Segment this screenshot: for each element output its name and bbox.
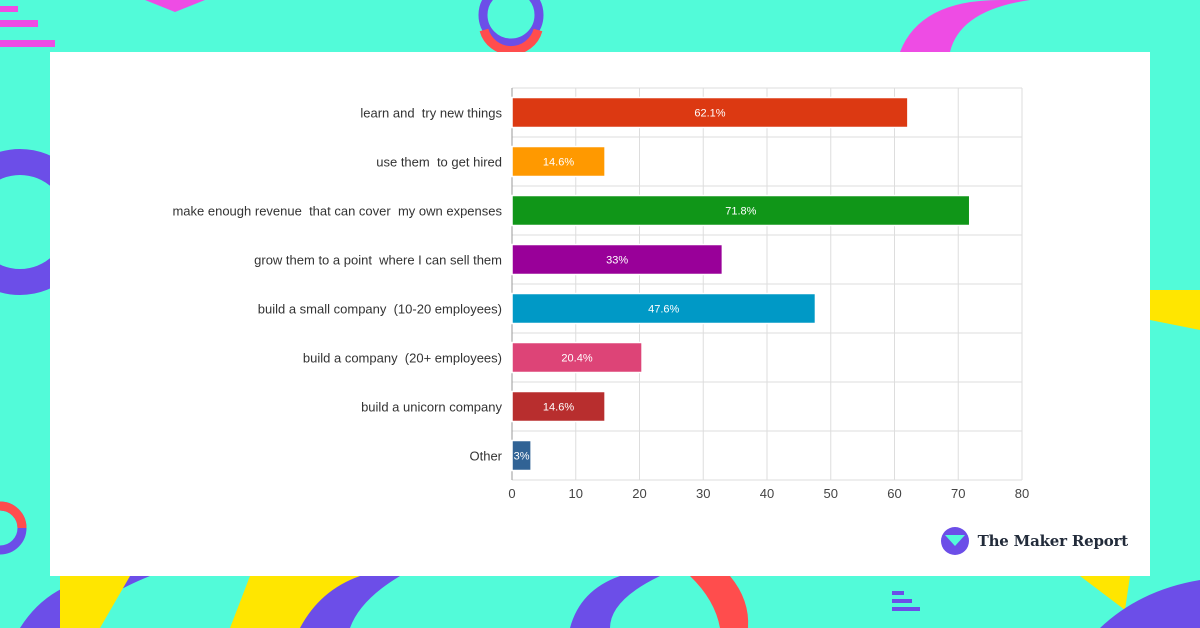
value-label: 33%: [606, 255, 628, 267]
brand-name: The Maker Report: [977, 532, 1129, 550]
x-tick-label: 0: [508, 486, 515, 501]
category-label: build a small company (10-20 employees): [258, 302, 502, 317]
decor-shape: [900, 0, 1030, 52]
bar: [511, 194, 971, 227]
category-label: build a unicorn company: [361, 400, 502, 415]
bar: [511, 341, 643, 374]
decor-shape: [570, 576, 660, 628]
decor-shape: [690, 576, 749, 628]
x-tick-label: 50: [824, 486, 838, 501]
bar: [511, 96, 909, 129]
value-label: 3%: [514, 451, 530, 463]
category-label: make enough revenue that can cover my ow…: [172, 204, 502, 219]
bar: [511, 390, 606, 423]
bar: [511, 292, 817, 325]
bar-chart: 0 10 20 30 40 50 60 70 80 learn and try new thing…: [172, 87, 1029, 501]
decor-dash: [892, 599, 912, 603]
x-tick-label: 70: [951, 486, 965, 501]
category-label: grow them to a point where I can sell th…: [254, 253, 502, 268]
decor-shape: [1150, 290, 1200, 330]
x-tick-label: 40: [760, 486, 774, 501]
decor-arc: [0, 501, 27, 529]
value-label: 62.1%: [694, 108, 725, 120]
decor-dash: [0, 40, 55, 47]
value-label: 14.6%: [543, 157, 574, 169]
category-label: build a company (20+ employees): [303, 351, 502, 366]
decor-dash: [0, 6, 18, 12]
x-tick-label: 80: [1015, 486, 1029, 501]
category-label: learn and try new things: [360, 106, 502, 121]
decor-shape: [1100, 580, 1200, 628]
x-tick-label: 30: [696, 486, 710, 501]
decor-dash: [0, 20, 38, 27]
value-label: 20.4%: [561, 353, 592, 365]
decor-dash: [892, 607, 920, 611]
x-tick-label: 10: [569, 486, 583, 501]
decor-ring: [478, 0, 544, 48]
decor-shape: [1080, 576, 1130, 610]
x-tick-label: 60: [887, 486, 901, 501]
brand: The Maker Report: [940, 526, 1128, 556]
maker-report-logo-icon: [940, 527, 969, 555]
decor-shape: [60, 576, 130, 628]
chart-card: 0 10 20 30 40 50 60 70 80 learn and try new thing…: [50, 52, 1150, 576]
bar: [511, 439, 532, 472]
category-label: Other: [469, 449, 502, 464]
x-tick-label: 20: [632, 486, 646, 501]
bar: [511, 243, 724, 276]
decor-dash: [892, 591, 904, 595]
bar: [511, 145, 606, 178]
decor-shape: [300, 576, 400, 628]
decor-arc: [479, 28, 543, 56]
value-label: 47.6%: [648, 304, 679, 316]
value-label: 71.8%: [725, 206, 756, 218]
category-label: use them to get hired: [376, 155, 502, 170]
value-label: 14.6%: [543, 402, 574, 414]
decor-shape: [145, 0, 205, 12]
